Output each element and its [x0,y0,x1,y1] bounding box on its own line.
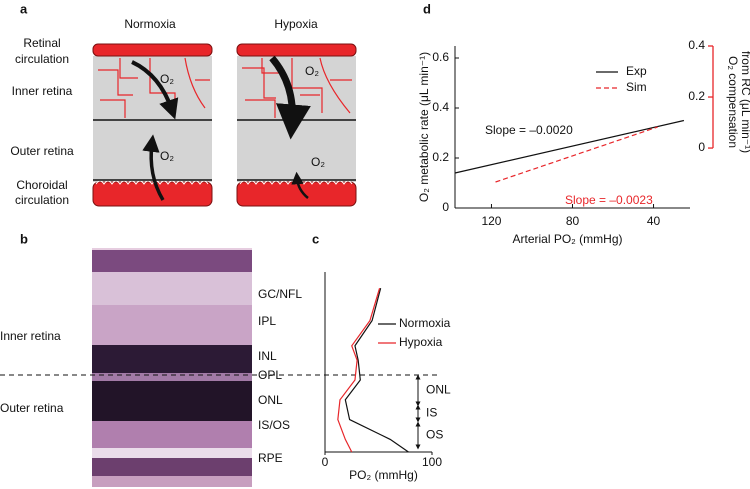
y2-tick-label: 0.4 [688,38,705,52]
panel-letter: d [423,1,431,16]
segment-label: OS [426,428,443,442]
schematic [92,43,357,207]
y2-tick-label: 0 [698,140,705,154]
region-label: Inner retina [0,329,61,343]
y2-tick-label: 0.2 [688,89,705,103]
legend-label: Hypoxia [399,335,443,349]
annotation: Slope = –0.0023 [565,193,653,207]
x-axis-label: PO₂ (mmHg) [349,468,418,482]
region-label: Choroidal [16,178,67,192]
data-line [454,119,685,174]
o2-label: O₂ [160,72,174,86]
x-tick-label: 80 [566,214,580,228]
region-label: circulation [15,52,69,66]
profile-line [344,288,409,453]
segment-label: ONL [426,383,451,397]
x-tick-label: 100 [422,455,442,469]
x-tick-label: 40 [647,214,661,228]
layer-label: IPL [258,314,276,328]
histology [92,248,252,487]
condition-label: Normoxia [124,17,176,31]
y2-axis-label: from RC (μL min⁻¹) [739,51,750,153]
o2-label: O₂ [311,155,325,169]
x-tick-label: 0 [322,455,329,469]
y-tick-label: 0.2 [432,150,449,164]
profile-line [337,288,381,453]
panel-letter: c [312,231,319,246]
legend-label: Sim [626,80,647,94]
layer-label: RPE [258,451,283,465]
region-label: Outer retina [10,144,74,158]
region-label: Inner retina [12,84,73,98]
y-axis-label: O₂ metabolic rate (μL min⁻¹) [417,52,431,202]
y-tick-label: 0.6 [432,50,449,64]
y2-axis-label: O₂ compensation [726,56,740,148]
layer-label: OPL [258,368,282,382]
o2-label: O₂ [305,64,319,78]
y-tick-label: 0 [442,200,449,214]
legend-label: Normoxia [399,316,451,330]
region-label: circulation [15,193,69,207]
layer-label: GC/NFL [258,287,302,301]
x-axis-label: Arterial PO₂ (mmHg) [513,232,623,246]
data-line [495,126,658,183]
y-tick-label: 0.4 [432,100,449,114]
condition-label: Hypoxia [274,17,318,31]
panel-letter: b [20,231,28,246]
x-tick-label: 120 [481,214,501,228]
region-label: Retinal [23,36,60,50]
segment-label: IS [426,406,437,420]
layer-label: IS/OS [258,418,290,432]
layer-label: INL [258,349,277,363]
region-label: Outer retina [0,401,64,415]
legend-label: Exp [626,64,647,78]
layer-label: ONL [258,393,283,407]
panel-letter: a [20,1,28,16]
o2-label: O₂ [160,149,174,163]
annotation: Slope = –0.0020 [485,123,573,137]
